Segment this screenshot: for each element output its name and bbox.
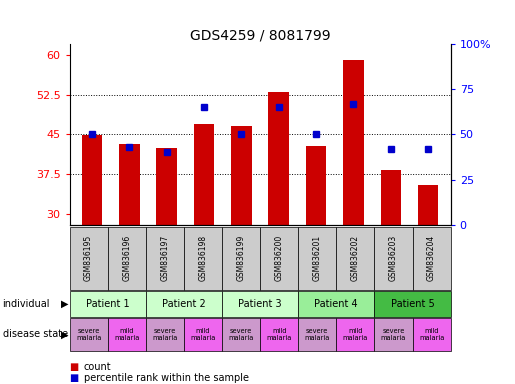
Bar [381, 170, 401, 225]
Text: severe
malaria: severe malaria [304, 328, 330, 341]
Text: GSM836195: GSM836195 [84, 235, 93, 281]
Text: ▶: ▶ [60, 299, 68, 309]
Text: GSM836202: GSM836202 [351, 235, 360, 281]
Text: GSM836196: GSM836196 [122, 235, 131, 281]
Text: GSM836203: GSM836203 [389, 235, 398, 281]
Text: severe
malaria: severe malaria [381, 328, 406, 341]
Text: severe
malaria: severe malaria [228, 328, 254, 341]
Bar [268, 92, 289, 225]
Text: GSM836204: GSM836204 [427, 235, 436, 281]
Bar [157, 148, 177, 225]
Bar [194, 124, 214, 225]
Text: Patient 3: Patient 3 [238, 299, 282, 309]
Text: ▶: ▶ [60, 329, 68, 339]
Text: GSM836197: GSM836197 [160, 235, 169, 281]
Bar [343, 60, 364, 225]
Text: GSM836201: GSM836201 [313, 235, 322, 281]
Text: mild
malaria: mild malaria [342, 328, 368, 341]
Bar [119, 144, 140, 225]
Text: percentile rank within the sample: percentile rank within the sample [84, 373, 249, 383]
Bar [82, 136, 102, 225]
Text: mild
malaria: mild malaria [266, 328, 292, 341]
Text: disease state: disease state [3, 329, 67, 339]
Text: mild
malaria: mild malaria [114, 328, 140, 341]
Text: mild
malaria: mild malaria [419, 328, 444, 341]
Text: individual: individual [3, 299, 50, 309]
Text: ■: ■ [70, 373, 79, 383]
Text: ■: ■ [70, 362, 79, 372]
Text: severe
malaria: severe malaria [76, 328, 101, 341]
Text: GSM836200: GSM836200 [274, 235, 284, 281]
Text: Patient 1: Patient 1 [86, 299, 129, 309]
Text: Patient 2: Patient 2 [162, 299, 205, 309]
Title: GDS4259 / 8081799: GDS4259 / 8081799 [190, 29, 331, 43]
Text: GSM836198: GSM836198 [198, 235, 208, 281]
Text: mild
malaria: mild malaria [190, 328, 216, 341]
Text: count: count [84, 362, 112, 372]
Text: GSM836199: GSM836199 [236, 235, 246, 281]
Bar [231, 126, 252, 225]
Bar [418, 185, 438, 225]
Text: severe
malaria: severe malaria [152, 328, 178, 341]
Text: Patient 4: Patient 4 [315, 299, 358, 309]
Text: Patient 5: Patient 5 [391, 299, 434, 309]
Bar [306, 146, 327, 225]
